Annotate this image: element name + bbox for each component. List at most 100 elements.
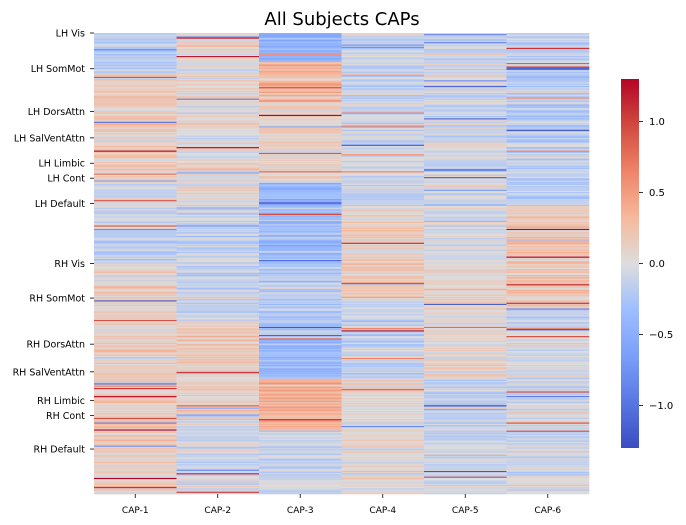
heatmap-cell bbox=[259, 150, 342, 153]
heatmap-cell bbox=[176, 302, 260, 305]
heatmap-cell bbox=[424, 64, 507, 66]
heatmap-cell bbox=[424, 465, 507, 467]
heatmap-cell bbox=[424, 99, 507, 102]
heatmap-cell bbox=[506, 359, 590, 361]
heatmap-cell bbox=[424, 187, 507, 189]
heatmap-cell bbox=[506, 177, 590, 179]
heatmap-cell bbox=[341, 105, 425, 108]
heatmap-cell bbox=[259, 479, 342, 481]
heatmap-cell bbox=[506, 268, 590, 270]
heatmap-cell bbox=[259, 351, 342, 353]
heatmap-cell bbox=[94, 428, 177, 430]
heatmap-cell bbox=[424, 435, 507, 437]
row-label: LH DorsAttn bbox=[28, 107, 85, 118]
heatmap-cell bbox=[176, 42, 260, 44]
heatmap-cell bbox=[341, 92, 425, 95]
heatmap-cell bbox=[94, 224, 177, 226]
heatmap-cell bbox=[341, 178, 425, 180]
heatmap-cell bbox=[259, 158, 342, 161]
heatmap-cell bbox=[259, 92, 342, 95]
heatmap-cell bbox=[424, 81, 507, 83]
heatmap-cell bbox=[341, 489, 425, 491]
heatmap-cell bbox=[176, 77, 260, 80]
heatmap-cell bbox=[176, 162, 260, 164]
heatmap-cell bbox=[94, 51, 177, 53]
heatmap-cell bbox=[259, 174, 342, 177]
heatmap-cell bbox=[341, 278, 425, 280]
heatmap-cell bbox=[176, 166, 260, 169]
heatmap-cell bbox=[176, 481, 260, 483]
heatmap-cell bbox=[259, 301, 342, 303]
heatmap-cell bbox=[176, 218, 260, 220]
heatmap-cell bbox=[424, 398, 507, 400]
heatmap-cell bbox=[259, 126, 342, 128]
heatmap-cell bbox=[176, 165, 260, 167]
heatmap-cell bbox=[341, 145, 425, 148]
heatmap-cell bbox=[94, 338, 177, 340]
heatmap-cell bbox=[259, 250, 342, 253]
heatmap-cell bbox=[259, 316, 342, 318]
heatmap-cell bbox=[341, 124, 425, 126]
heatmap-cell bbox=[94, 477, 177, 480]
heatmap-cell bbox=[506, 135, 590, 138]
heatmap-cell bbox=[94, 150, 177, 153]
heatmap-cell bbox=[341, 240, 425, 242]
heatmap-cell bbox=[424, 91, 507, 94]
heatmap-cell bbox=[506, 409, 590, 412]
heatmap-cell bbox=[176, 227, 260, 230]
heatmap-cell bbox=[94, 211, 177, 214]
heatmap-cell bbox=[341, 104, 425, 106]
heatmap-cell bbox=[506, 405, 590, 407]
heatmap-cell bbox=[424, 192, 507, 194]
heatmap-cell bbox=[176, 324, 260, 327]
heatmap-cell bbox=[424, 35, 507, 37]
heatmap-cell bbox=[506, 346, 590, 348]
heatmap-cell bbox=[341, 348, 425, 351]
heatmap-cell bbox=[259, 201, 342, 203]
heatmap-cell bbox=[506, 254, 590, 256]
heatmap-cell bbox=[176, 368, 260, 370]
heatmap-cell bbox=[259, 454, 342, 457]
heatmap-cell bbox=[424, 270, 507, 272]
heatmap-cell bbox=[424, 409, 507, 412]
heatmap-cell bbox=[341, 192, 425, 194]
heatmap-cell bbox=[94, 145, 177, 148]
heatmap-cell bbox=[506, 368, 590, 370]
heatmap-cell bbox=[424, 454, 507, 457]
heatmap-cell bbox=[94, 391, 177, 393]
heatmap-cell bbox=[506, 298, 590, 300]
heatmap-cell bbox=[259, 107, 342, 110]
heatmap-cell bbox=[259, 280, 342, 283]
heatmap-cell bbox=[506, 253, 590, 255]
heatmap-cell bbox=[94, 426, 177, 428]
heatmap-cell bbox=[424, 115, 507, 118]
heatmap-cell bbox=[341, 273, 425, 276]
heatmap-cell bbox=[94, 151, 177, 154]
heatmap-cell bbox=[341, 58, 425, 60]
heatmap-cell bbox=[341, 95, 425, 97]
heatmap-cell bbox=[176, 458, 260, 460]
heatmap-cell bbox=[341, 293, 425, 295]
heatmap-cell bbox=[176, 119, 260, 121]
heatmap-cell bbox=[176, 233, 260, 235]
heatmap-cell bbox=[259, 428, 342, 430]
heatmap-cell bbox=[506, 446, 590, 449]
heatmap-cell bbox=[506, 400, 590, 403]
heatmap-cell bbox=[94, 424, 177, 427]
heatmap-cell bbox=[341, 149, 425, 151]
row-label: RH Vis bbox=[54, 259, 85, 270]
heatmap-cell bbox=[176, 133, 260, 135]
heatmap-cell bbox=[94, 53, 177, 56]
heatmap-cell bbox=[259, 43, 342, 45]
heatmap-cell bbox=[341, 136, 425, 139]
heatmap-cell bbox=[424, 462, 507, 465]
heatmap-cell bbox=[176, 231, 260, 233]
heatmap-cell bbox=[341, 317, 425, 320]
heatmap-cell bbox=[341, 439, 425, 442]
heatmap-cell bbox=[424, 295, 507, 298]
heatmap-cell bbox=[506, 362, 590, 365]
heatmap-cell bbox=[506, 128, 590, 131]
heatmap-cell bbox=[176, 341, 260, 344]
heatmap-cell bbox=[259, 238, 342, 240]
heatmap-cell bbox=[94, 337, 177, 339]
